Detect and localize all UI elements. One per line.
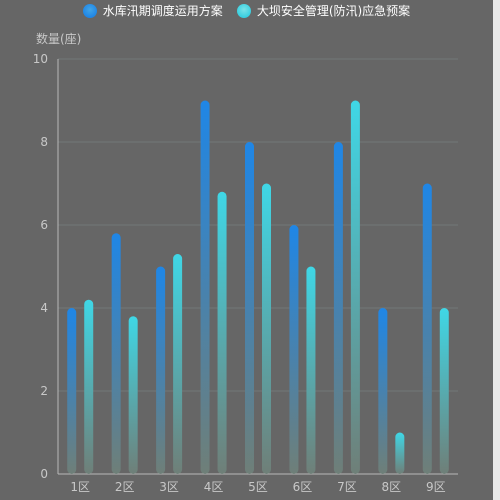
x-axis-tick-labels: 1区 2区 3区 4区 5区 6区 7区 8区 9区 bbox=[70, 480, 445, 494]
bar-series-1-7区 bbox=[333, 142, 343, 474]
bar-series-1-6区 bbox=[289, 225, 299, 474]
bar-series-2-7区 bbox=[350, 100, 360, 474]
bar-series-1-4区 bbox=[200, 100, 210, 474]
bars bbox=[67, 100, 449, 475]
x-tick-label: 9区 bbox=[426, 480, 446, 494]
y-tick-label: 10 bbox=[33, 52, 48, 66]
legend-item-series-1[interactable]: 水库汛期调度运用方案 bbox=[82, 4, 223, 18]
bar-series-2-1区 bbox=[84, 299, 94, 474]
y-tick-label: 4 bbox=[40, 301, 48, 315]
x-tick-label: 6区 bbox=[293, 480, 313, 494]
grid-lines bbox=[58, 58, 458, 392]
y-tick-label: 8 bbox=[40, 135, 48, 149]
bar-series-2-2区 bbox=[128, 316, 138, 474]
bar-series-1-5区 bbox=[245, 142, 254, 474]
x-tick-label: 3区 bbox=[159, 480, 179, 494]
bar-series-2-6区 bbox=[306, 266, 316, 474]
bar-series-2-9区 bbox=[439, 308, 449, 474]
legend-label-series-1: 水库汛期调度运用方案 bbox=[102, 4, 223, 18]
right-edge-strip bbox=[493, 0, 500, 500]
x-tick-label: 1区 bbox=[70, 480, 90, 494]
x-tick-label: 2区 bbox=[115, 480, 135, 494]
y-axis-tick-labels: 0 2 4 6 8 10 bbox=[33, 52, 48, 481]
y-tick-label: 2 bbox=[40, 384, 48, 398]
legend: 水库汛期调度运用方案 大坝安全管理(防汛)应急预案 bbox=[0, 0, 493, 22]
bar-series-2-8区 bbox=[395, 432, 405, 474]
x-tick-label: 4区 bbox=[204, 480, 224, 494]
legend-item-series-2[interactable]: 大坝安全管理(防汛)应急预案 bbox=[236, 4, 411, 18]
x-tick-label: 7区 bbox=[337, 480, 357, 494]
y-tick-label: 6 bbox=[40, 218, 48, 232]
bar-series-2-5区 bbox=[262, 183, 271, 474]
y-axis-unit-label: 数量(座) bbox=[36, 32, 82, 46]
bar-series-2-4区 bbox=[217, 191, 227, 475]
axes bbox=[57, 59, 458, 475]
legend-label-series-2: 大坝安全管理(防汛)应急预案 bbox=[256, 4, 411, 18]
x-tick-label: 8区 bbox=[382, 480, 402, 494]
bar-series-1-9区 bbox=[422, 183, 432, 474]
bar-series-1-2区 bbox=[111, 233, 121, 474]
bar-series-1-1区 bbox=[67, 308, 77, 474]
legend-marker-series-2 bbox=[236, 4, 251, 18]
y-tick-label: 0 bbox=[40, 467, 48, 481]
bar-series-1-8区 bbox=[378, 308, 388, 474]
bar-series-1-3区 bbox=[156, 266, 166, 474]
legend-marker-series-1 bbox=[82, 4, 97, 18]
x-tick-label: 5区 bbox=[248, 480, 268, 494]
bar-series-2-3区 bbox=[173, 254, 183, 474]
